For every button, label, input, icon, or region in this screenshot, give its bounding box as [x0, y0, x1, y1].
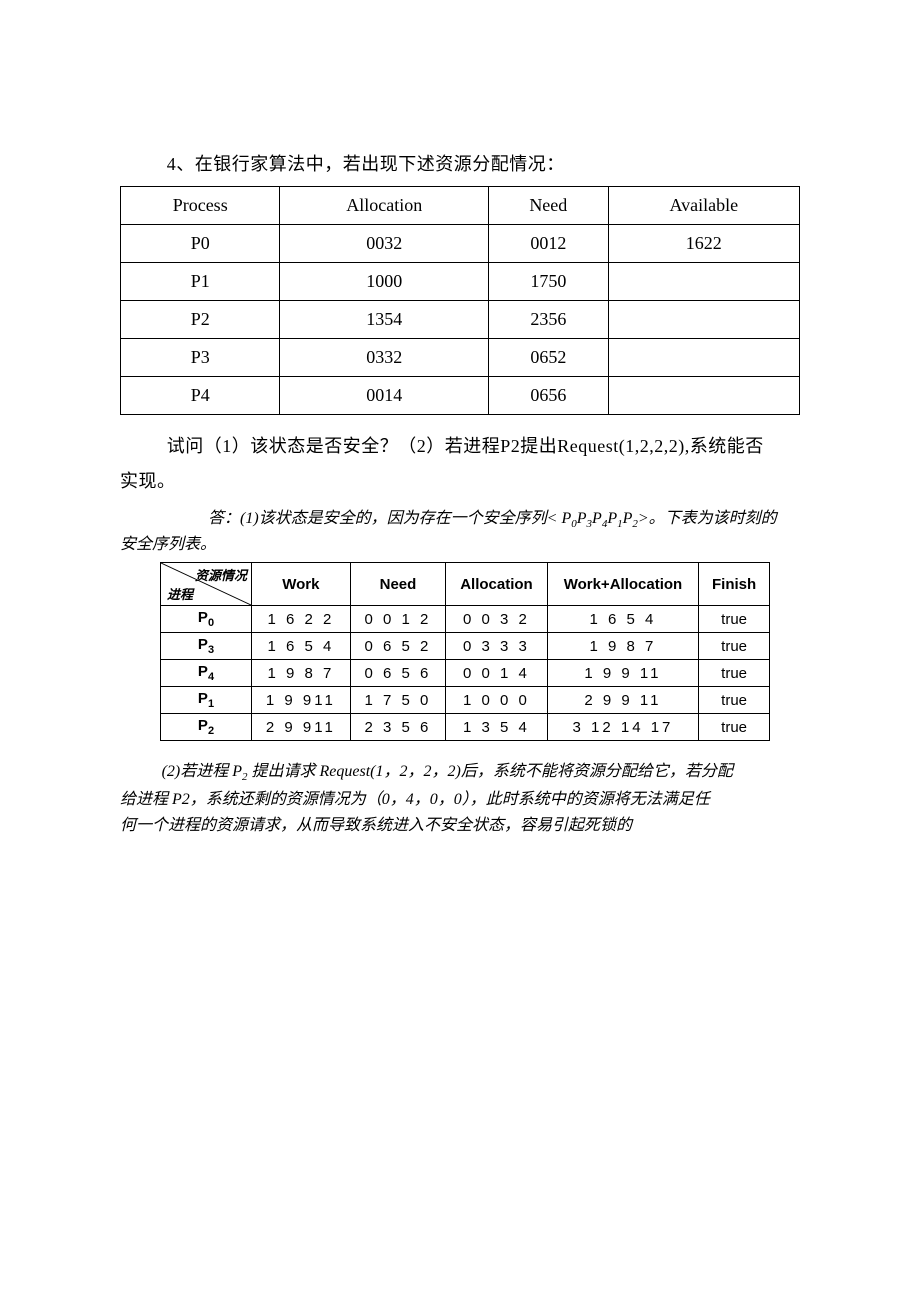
cell-wa: 1 9 8 7	[547, 633, 698, 660]
col-work: Work	[252, 563, 351, 606]
table-row: P2 1354 2356	[121, 301, 800, 339]
cell-finish: true	[699, 606, 770, 633]
answer-paragraph-2: (2)若进程 P2 提出请求 Request(1，2，2，2)后，系统不能将资源…	[120, 759, 800, 839]
allocation-table: Process Allocation Need Available P0 003…	[120, 186, 800, 415]
cell-available	[608, 377, 799, 415]
cell-process: P0	[121, 225, 280, 263]
cell-available: 1622	[608, 225, 799, 263]
cell-process: P2	[161, 714, 252, 741]
table-row: P4 1 9 8 7 0 6 5 6 0 0 1 4 1 9 9 11 true	[161, 660, 770, 687]
table-row: P4 0014 0656	[121, 377, 800, 415]
cell-need: 0 6 5 2	[350, 633, 445, 660]
cell-allocation: 1000	[280, 263, 489, 301]
table-row: P0 1 6 2 2 0 0 1 2 0 0 3 2 1 6 5 4 true	[161, 606, 770, 633]
table-row: P1 1000 1750	[121, 263, 800, 301]
answer-paragraph-1: 答：(1)该状态是安全的，因为存在一个安全序列< P0P3P4P1P2>。下表为…	[120, 507, 800, 558]
cell-process: P1	[161, 687, 252, 714]
cell-wa: 1 9 9 11	[547, 660, 698, 687]
cell-process: P4	[161, 660, 252, 687]
cell-work: 1 9 911	[252, 687, 351, 714]
cell-available	[608, 263, 799, 301]
cell-work: 1 6 5 4	[252, 633, 351, 660]
cell-need: 2356	[489, 301, 609, 339]
table-row: P3 0332 0652	[121, 339, 800, 377]
p2-l3: 何一个进程的资源请求，从而导致系统进入不安全状态，容易引起死锁的	[120, 817, 632, 834]
cell-need: 0012	[489, 225, 609, 263]
cell-need: 0656	[489, 377, 609, 415]
answer-tail: >。下表为该时刻的	[638, 510, 777, 527]
cell-allocation: 0332	[280, 339, 489, 377]
cell-allocation: 0 0 1 4	[446, 660, 548, 687]
cell-finish: true	[699, 714, 770, 741]
table-header-row: 资源情况 进程 Work Need Allocation Work+Alloca…	[161, 563, 770, 606]
cell-process: P0	[161, 606, 252, 633]
cell-allocation: 0 0 3 2	[446, 606, 548, 633]
col-available: Available	[608, 187, 799, 225]
col-finish: Finish	[699, 563, 770, 606]
cell-allocation: 1354	[280, 301, 489, 339]
cell-work: 1 6 2 2	[252, 606, 351, 633]
diag-top-label: 资源情况	[195, 565, 247, 584]
cell-need: 2 3 5 6	[350, 714, 445, 741]
cell-process: P4	[121, 377, 280, 415]
cell-allocation: 0014	[280, 377, 489, 415]
cell-wa: 3 12 14 17	[547, 714, 698, 741]
cell-allocation: 1 0 0 0	[446, 687, 548, 714]
col-allocation: Allocation	[280, 187, 489, 225]
cell-available	[608, 301, 799, 339]
diagonal-header: 资源情况 进程	[161, 563, 252, 606]
cell-work: 2 9 911	[252, 714, 351, 741]
cell-wa: 1 6 5 4	[547, 606, 698, 633]
answer-lead: 答：(1)该状态是安全的，因为存在一个安全序列<	[120, 510, 557, 527]
table-row: P1 1 9 911 1 7 5 0 1 0 0 0 2 9 9 11 true	[161, 687, 770, 714]
table-header-row: Process Allocation Need Available	[121, 187, 800, 225]
col-allocation: Allocation	[446, 563, 548, 606]
col-need: Need	[489, 187, 609, 225]
p2-l1a: (2)若进程 P	[162, 763, 242, 780]
col-need: Need	[350, 563, 445, 606]
cell-process: P3	[121, 339, 280, 377]
cell-finish: true	[699, 633, 770, 660]
cell-process: P3	[161, 633, 252, 660]
cell-need: 0652	[489, 339, 609, 377]
cell-allocation: 0 3 3 3	[446, 633, 548, 660]
cell-finish: true	[699, 660, 770, 687]
cell-allocation: 0032	[280, 225, 489, 263]
cell-process: P1	[121, 263, 280, 301]
cell-work: 1 9 8 7	[252, 660, 351, 687]
cell-need: 1 7 5 0	[350, 687, 445, 714]
cell-wa: 2 9 9 11	[547, 687, 698, 714]
cell-need: 1750	[489, 263, 609, 301]
col-work-allocation: Work+Allocation	[547, 563, 698, 606]
cell-process: P2	[121, 301, 280, 339]
cell-allocation: 1 3 5 4	[446, 714, 548, 741]
table-row: P2 2 9 911 2 3 5 6 1 3 5 4 3 12 14 17 tr…	[161, 714, 770, 741]
answer-seq: P0P3P4P1P2	[561, 510, 637, 527]
sub-question: 试问（1）该状态是否安全？（2）若进程P2提出Request(1,2,2,2),…	[120, 429, 800, 499]
cell-available	[608, 339, 799, 377]
table-row: P3 1 6 5 4 0 6 5 2 0 3 3 3 1 9 8 7 true	[161, 633, 770, 660]
p2-l2: 给进程 P2，系统还剩的资源情况为（0，4，0，0），此时系统中的资源将无法满足…	[120, 791, 710, 808]
cell-need: 0 6 5 6	[350, 660, 445, 687]
sub-question-line1: 试问（1）该状态是否安全？（2）若进程P2提出Request(1,2,2,2),…	[167, 436, 764, 456]
answer-line2: 安全序列表。	[120, 536, 216, 553]
table-row: P0 0032 0012 1622	[121, 225, 800, 263]
col-process: Process	[121, 187, 280, 225]
cell-finish: true	[699, 687, 770, 714]
question-text-1: 4、在银行家算法中，若出现下述资源分配情况：	[120, 150, 800, 176]
diag-bot-label: 进程	[167, 584, 193, 603]
safety-sequence-table: 资源情况 进程 Work Need Allocation Work+Alloca…	[160, 562, 770, 741]
cell-need: 0 0 1 2	[350, 606, 445, 633]
p2-l1b: 提出请求 Request(1，2，2，2)后，系统不能将资源分配给它，若分配	[248, 763, 733, 780]
sub-question-line2: 实现。	[120, 464, 176, 499]
